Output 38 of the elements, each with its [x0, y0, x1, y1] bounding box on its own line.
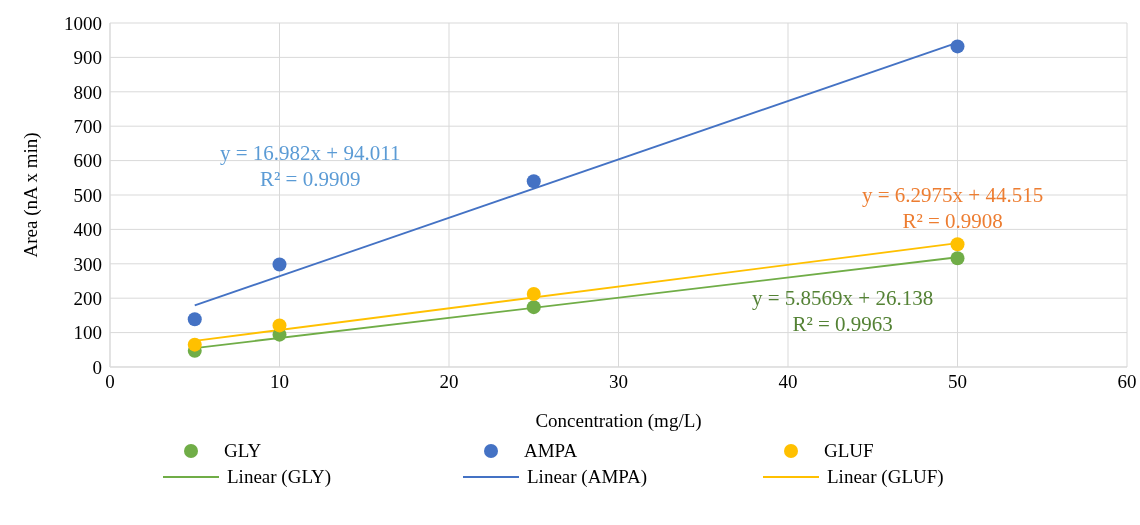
y-tick-label: 400	[73, 219, 102, 241]
point	[950, 251, 965, 266]
x-axis-title: Concentration (mg/L)	[535, 410, 702, 432]
y-tick-label: 800	[73, 81, 102, 103]
point	[526, 300, 541, 315]
annotation: y = 6.2975x + 44.515 R² = 0.9908	[862, 182, 1044, 234]
y-tick-label: 700	[73, 115, 102, 137]
x-tick-label: 20	[439, 371, 459, 393]
legend-label: Linear (AMPA)	[527, 466, 649, 488]
point	[272, 257, 287, 272]
legend-label: GLUF	[824, 440, 875, 462]
point	[187, 312, 202, 327]
y-tick-label: 100	[73, 322, 102, 344]
x-tick-label: 60	[1117, 371, 1137, 393]
x-tick-label: 10	[270, 371, 289, 393]
point	[950, 237, 965, 252]
y-tick-label: 200	[73, 287, 102, 309]
legend-label: AMPA	[524, 440, 579, 462]
y-tick-label: 600	[73, 150, 102, 172]
legend-label: Linear (GLY)	[227, 466, 333, 488]
y-axis-title: Area (nA x min)	[19, 132, 42, 258]
annotation: y = 5.8569x + 26.138 R² = 0.9963	[752, 285, 934, 337]
point	[950, 39, 965, 54]
x-tick-label: 30	[609, 371, 628, 393]
legend-label: Linear (GLUF)	[827, 466, 945, 488]
y-tick-label: 500	[73, 184, 102, 206]
y-tick-label: 1000	[64, 12, 102, 34]
y-tick-label: 0	[92, 356, 102, 378]
y-tick-label: 900	[73, 47, 102, 69]
x-tick-label: 50	[948, 371, 967, 393]
point	[526, 174, 541, 189]
x-tick-label: 40	[778, 371, 798, 393]
legend-label: GLY	[224, 440, 263, 462]
point	[526, 287, 541, 302]
y-tick-label: 300	[73, 253, 102, 275]
point	[187, 337, 202, 352]
point	[272, 318, 287, 333]
annotation: y = 16.982x + 94.011 R² = 0.9909	[220, 140, 401, 192]
